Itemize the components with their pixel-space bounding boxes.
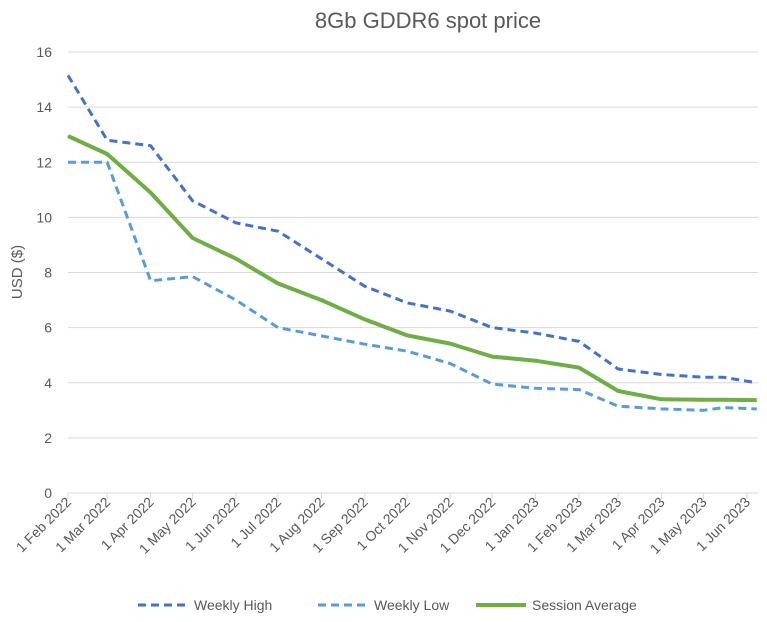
- y-tick-label: 6: [44, 320, 52, 336]
- legend-label: Weekly High: [194, 597, 272, 613]
- chart-title: 8Gb GDDR6 spot price: [315, 8, 541, 33]
- y-axis-label: USD ($): [9, 245, 26, 299]
- y-tick-label: 0: [44, 485, 52, 501]
- y-tick-label: 4: [44, 375, 52, 391]
- y-tick-label: 10: [36, 209, 52, 225]
- series-line-weekly-high: [66, 74, 758, 385]
- legend-label: Weekly Low: [374, 597, 450, 613]
- y-tick-label: 8: [44, 265, 52, 281]
- y-tick-label: 12: [36, 154, 52, 170]
- series-line-weekly-low: [68, 160, 757, 412]
- legend-label: Session Average: [532, 597, 637, 613]
- y-tick-label: 2: [44, 430, 52, 446]
- y-tick-label: 14: [36, 99, 52, 115]
- y-tick-label: 16: [36, 44, 52, 60]
- series-line-session-average: [67, 134, 757, 403]
